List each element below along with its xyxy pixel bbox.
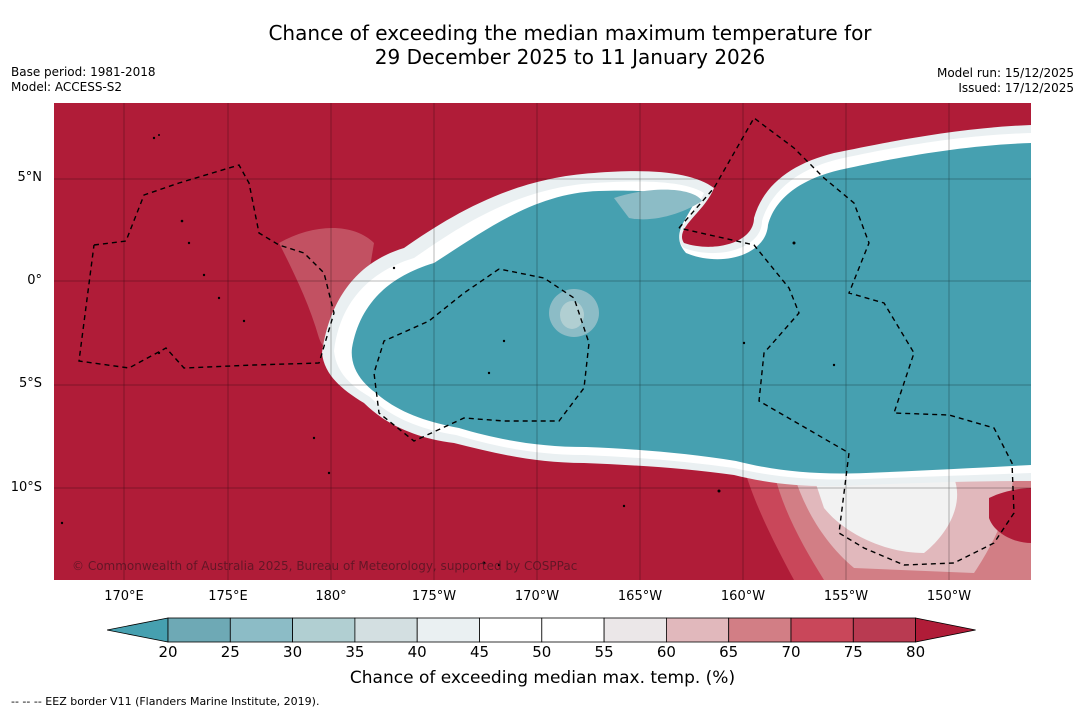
colorbar (107, 617, 976, 643)
eez-footnote: -- -- -- EEZ border V11 (Flanders Marine… (11, 695, 320, 708)
colorbar-tick-35: 35 (345, 643, 365, 661)
cool-patch-north (614, 189, 702, 220)
eez-north-east (678, 116, 1015, 566)
eez-central (373, 268, 590, 442)
graticule (54, 103, 1031, 580)
colorbar-tick-30: 30 (283, 643, 303, 661)
colorbar-cell-25-30 (229, 617, 294, 643)
lat-label-10s: 10°S (10, 480, 42, 495)
base-period: Base period: 1981-2018 (11, 65, 156, 79)
colorbar-tick-40: 40 (407, 643, 427, 661)
colorbar-tick-65: 65 (719, 643, 739, 661)
lon-label-160w: 160°W (720, 589, 766, 604)
map-title: Chance of exceeding the median maximum t… (0, 21, 1085, 69)
colorbar-tick-60: 60 (656, 643, 676, 661)
lat-label-5n: 5°N (17, 170, 43, 185)
colorbar-cell-75-80 (852, 617, 916, 643)
lat-label-5s: 5°S (18, 376, 42, 391)
colorbar-tick-45: 45 (469, 643, 490, 661)
cool-region (351, 143, 1031, 474)
lon-label-175w: 175°W (411, 589, 457, 604)
meta-right: Model run: 15/12/2025 Issued: 17/12/2025 (937, 66, 1074, 96)
lon-label-165w: 165°W (617, 589, 663, 604)
lon-label-180: 180° (315, 589, 347, 604)
colorbar-cell-50-55 (541, 617, 605, 643)
islands (60, 134, 836, 567)
colorbar-cell-40-45 (416, 617, 480, 643)
colorbar-tick-20: 20 (158, 643, 178, 661)
colorbar-label: Chance of exceeding median max. temp. (%… (349, 668, 736, 688)
colorbar-cell-65-70 (728, 617, 792, 643)
colorbar-tick-80: 80 (906, 643, 926, 661)
model-name: Model: ACCESS-S2 (11, 80, 123, 94)
colorbar-arrow-high (915, 617, 976, 643)
colorbar-tick-25: 25 (220, 643, 240, 661)
colorbar-cell-20-25 (167, 617, 231, 643)
eez-borders (78, 116, 1015, 566)
map-canvas (54, 103, 1031, 580)
lat-label-0: 0° (27, 273, 42, 288)
colorbar-cell-35-40 (354, 617, 418, 643)
southeast-hot-spot (989, 488, 1031, 543)
meta-left: Base period: 1981-2018 Model: ACCESS-S2 (11, 65, 156, 95)
colorbar-cells (107, 617, 976, 643)
colorbar-cell-30-35 (292, 617, 356, 643)
colorbar-arrow-low (107, 617, 169, 643)
colorbar-tick-70: 70 (781, 643, 801, 661)
colorbar-tick-75: 75 (843, 643, 863, 661)
lon-label-170w: 170°W (514, 589, 560, 604)
colorbar-cell-45-50 (479, 617, 543, 643)
southeast-neutral-patch (814, 470, 958, 553)
cool-patch-lighter (560, 301, 584, 329)
colorbar-tick-55: 55 (594, 643, 614, 661)
lon-label-150w: 150°W (926, 589, 972, 604)
issued-date: Issued: 17/12/2025 (958, 81, 1074, 95)
lon-label-170e: 170°E (104, 589, 144, 604)
eez-west (78, 164, 335, 369)
model-run: Model run: 15/12/2025 (936, 66, 1074, 80)
title-line-2: 29 December 2025 to 11 January 2026 (374, 45, 766, 69)
title-line-1: Chance of exceeding the median maximum t… (268, 21, 872, 45)
lon-label-175e: 175°E (208, 589, 248, 604)
colorbar-cell-55-60 (603, 617, 667, 643)
colorbar-tick-50: 50 (532, 643, 552, 661)
map-area (54, 103, 1031, 580)
copyright-watermark: © Commonwealth of Australia 2025, Bureau… (72, 559, 578, 573)
colorbar-cell-70-75 (790, 617, 854, 643)
colorbar-cell-60-65 (666, 617, 730, 643)
lon-label-155w: 155°W (823, 589, 869, 604)
